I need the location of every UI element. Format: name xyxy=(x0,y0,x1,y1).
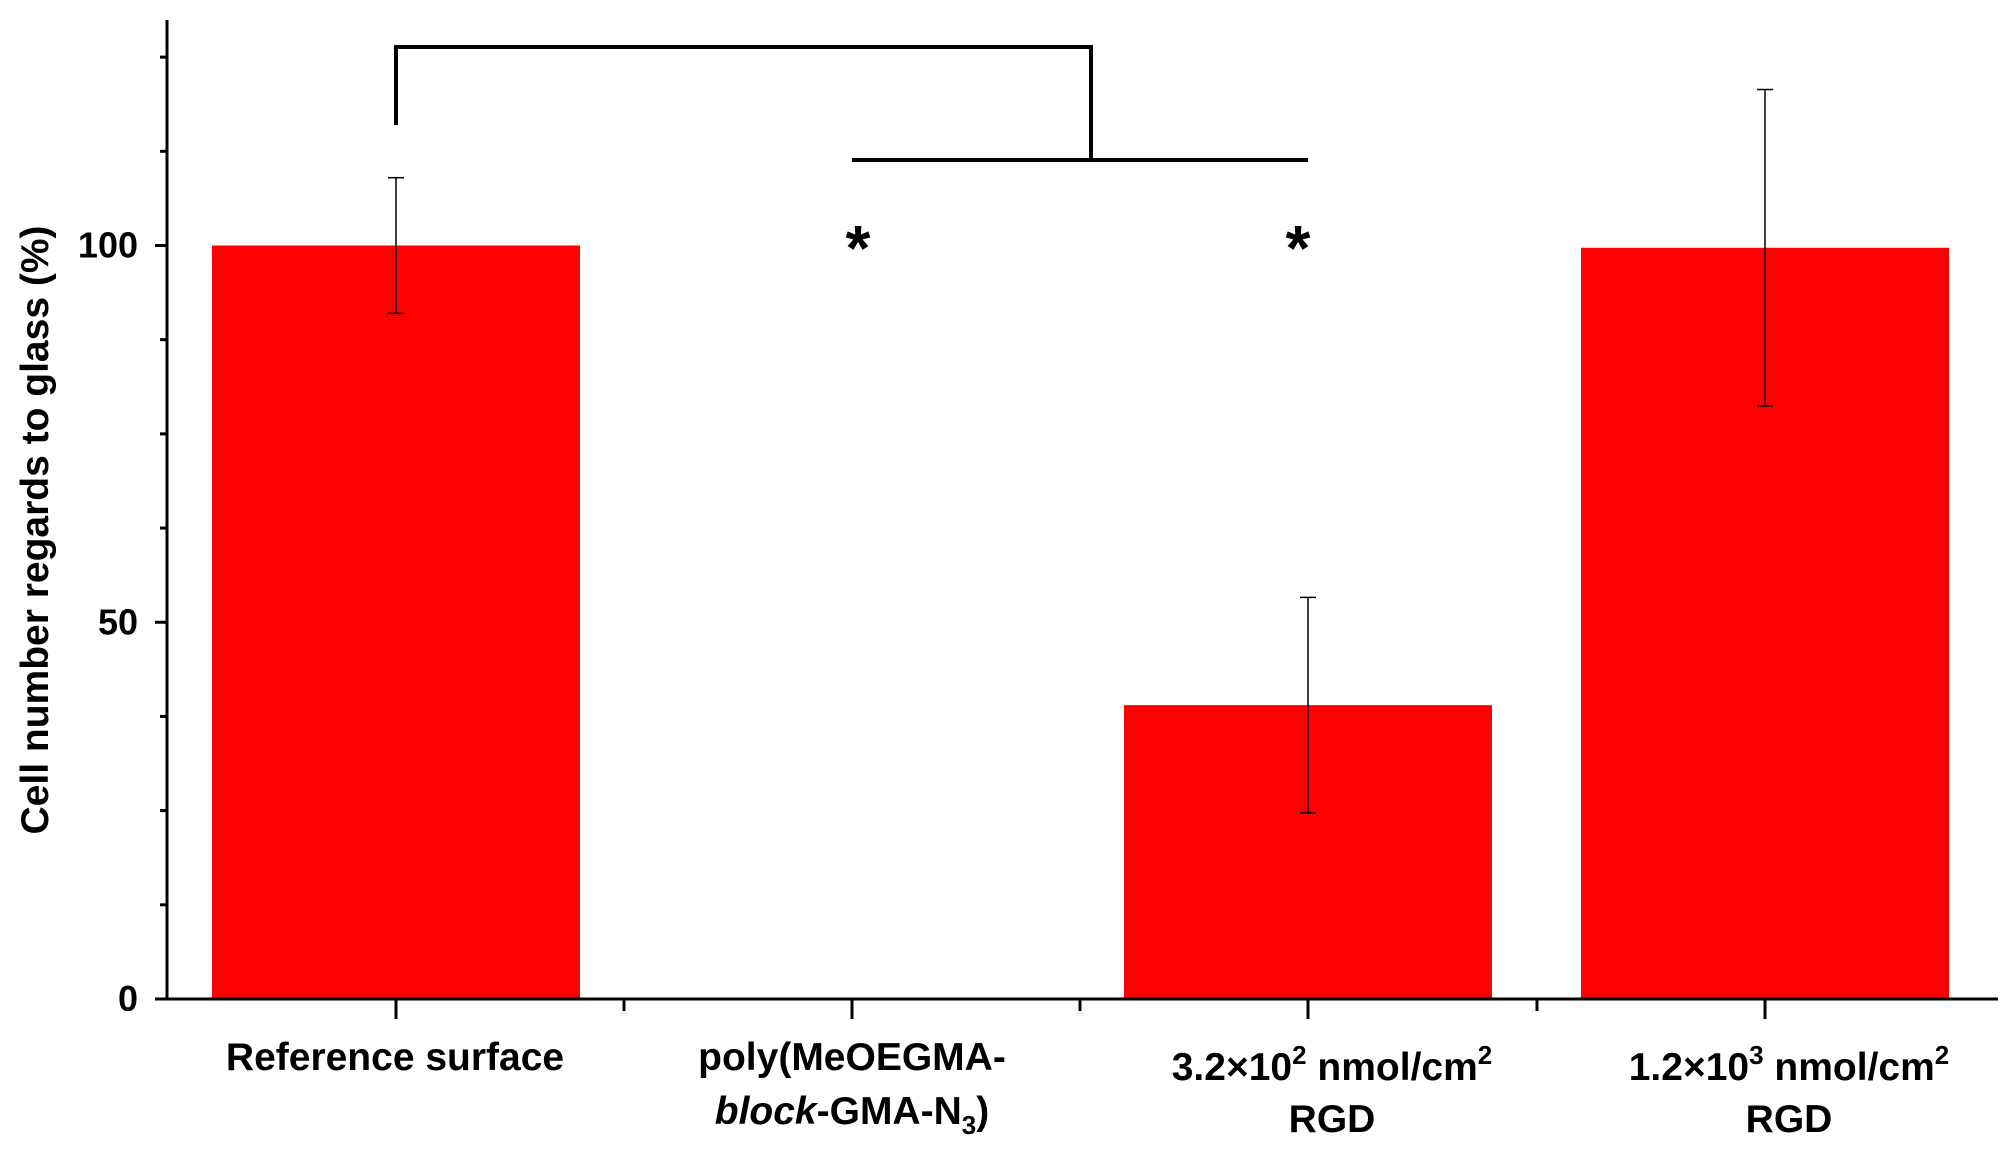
error-bars-group xyxy=(388,88,1773,814)
y-tick-label-50: 50 xyxy=(98,601,138,642)
bar-0 xyxy=(212,245,580,999)
significance-stars: * * xyxy=(846,212,1311,284)
category-label-polymer-line2: block-GMA-N3) xyxy=(715,1090,989,1140)
bars-group xyxy=(212,245,1949,999)
bracket-upper xyxy=(394,45,1093,160)
significance-brackets xyxy=(394,45,1308,162)
category-label-rgd-low-line2: RGD xyxy=(1289,1098,1376,1141)
significance-star-0: * xyxy=(846,212,871,284)
category-label-polymer: poly(MeOEGMA- xyxy=(698,1036,1006,1079)
category-label-rgd-high-line2: RGD xyxy=(1746,1098,1833,1141)
y-ticks-group: 0 50 100 xyxy=(78,55,167,1019)
category-label-reference-surface: Reference surface xyxy=(226,1036,564,1079)
significance-star-1: * xyxy=(1286,212,1311,284)
y-axis-label: Cell number regards to glass (%) xyxy=(14,226,57,835)
category-label-rgd-high: 1.2×103 nmol/cm2 xyxy=(1629,1040,1950,1089)
y-tick-label-0: 0 xyxy=(118,978,138,1019)
x-ticks-group xyxy=(394,999,1767,1019)
category-labels: Reference surface poly(MeOEGMA- block-GM… xyxy=(226,1036,1949,1141)
y-tick-label-100: 100 xyxy=(78,225,138,266)
category-label-rgd-low: 3.2×102 nmol/cm2 xyxy=(1172,1040,1493,1089)
